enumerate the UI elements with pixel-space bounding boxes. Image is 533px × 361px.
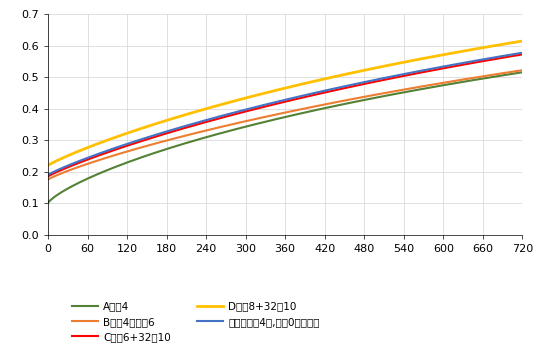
C零観6+32号10 — [418, 70, 425, 75]
Line: B夜偉4＋瑞雲6: B夜偉4＋瑞雲6 — [48, 70, 522, 180]
D紫雲8+32号10 — [69, 152, 75, 156]
D紫雲8+32号10 — [263, 91, 269, 95]
Line: D紫雲8+32号10: D紫雲8+32号10 — [48, 41, 522, 165]
D紫雲8+32号10 — [418, 57, 425, 61]
紫雲装備盤4人,電探0個の艦隊 — [519, 51, 526, 55]
D紫雲8+32号10 — [276, 87, 282, 92]
D紫雲8+32号10 — [519, 39, 526, 43]
Legend: A夜偉4, B夜偉4＋瑞雲6, C零観6+32号10, D紫雲8+32号10, 紫雲装備盤4人,電探0個の艦隊: A夜偉4, B夜偉4＋瑞雲6, C零観6+32号10, D紫雲8+32号10, … — [72, 301, 320, 342]
A夜偉4 — [519, 70, 526, 74]
B夜偉4＋瑞雲6 — [519, 68, 526, 72]
D紫雲8+32号10 — [45, 163, 51, 168]
C零観6+32号10 — [263, 104, 269, 108]
紫雲装備盤4人,電探0個の艦隊 — [45, 173, 51, 177]
紫雲装備盤4人,電探0個の艦隊 — [505, 53, 512, 57]
A夜偉4 — [276, 116, 282, 121]
C零観6+32号10 — [45, 174, 51, 179]
紫雲装備盤4人,電探0個の艦隊 — [69, 162, 75, 166]
A夜偉4 — [505, 72, 512, 77]
D紫雲8+32号10 — [505, 41, 512, 45]
B夜偉4＋瑞雲6 — [263, 114, 269, 119]
紫雲装備盤4人,電探0個の艦隊 — [276, 99, 282, 104]
紫雲装備盤4人,電探0個の艦隊 — [263, 102, 269, 106]
A夜偉4 — [263, 119, 269, 124]
Line: A夜偉4: A夜偉4 — [48, 72, 522, 203]
紫雲装備盤4人,電探0個の艦隊 — [505, 53, 512, 57]
Line: C零観6+32号10: C零観6+32号10 — [48, 55, 522, 177]
A夜偉4 — [505, 72, 512, 77]
B夜偉4＋瑞雲6 — [69, 167, 75, 171]
紫雲装備盤4人,電探0個の艦隊 — [418, 69, 425, 73]
C零観6+32号10 — [519, 52, 526, 57]
B夜偉4＋瑞雲6 — [505, 70, 512, 74]
C零観6+32号10 — [276, 101, 282, 105]
Line: 紫雲装備盤4人,電探0個の艦隊: 紫雲装備盤4人,電探0個の艦隊 — [48, 53, 522, 175]
A夜偉4 — [45, 201, 51, 205]
B夜偉4＋瑞雲6 — [418, 84, 425, 89]
B夜偉4＋瑞雲6 — [276, 112, 282, 116]
C零観6+32号10 — [69, 163, 75, 168]
D紫雲8+32号10 — [505, 41, 512, 45]
C零観6+32号10 — [505, 55, 512, 59]
C零観6+32号10 — [505, 55, 512, 59]
B夜偉4＋瑞雲6 — [45, 178, 51, 182]
A夜偉4 — [418, 87, 425, 91]
B夜偉4＋瑞雲6 — [505, 70, 512, 74]
A夜偉4 — [69, 184, 75, 188]
